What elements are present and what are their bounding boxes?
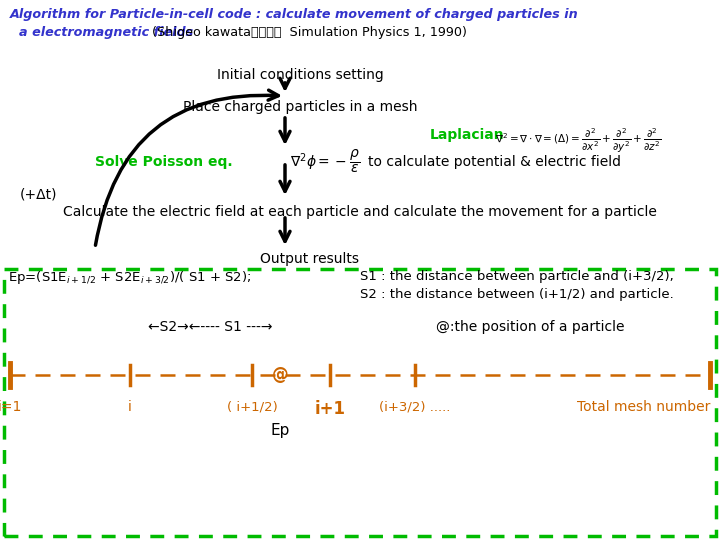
Text: @: @ [271,366,288,384]
Text: Calculate the electric field at each particle and calculate the movement for a p: Calculate the electric field at each par… [63,205,657,219]
Text: Laplacian: Laplacian [430,128,505,142]
Text: a electromagnetic fields: a electromagnetic fields [10,26,193,39]
FancyBboxPatch shape [4,269,716,536]
Text: Ep: Ep [270,423,289,438]
Text: i+1: i+1 [315,400,346,418]
Text: $\nabla^2 = \nabla \cdot \nabla = (\Delta) = \dfrac{\partial^2}{\partial x^2}+\d: $\nabla^2 = \nabla \cdot \nabla = (\Delt… [495,126,662,155]
Text: S1 : the distance between particle and (i+3/2),: S1 : the distance between particle and (… [360,270,674,283]
Text: (Shigeo kawata川田重夫  Simulation Physics 1, 1990): (Shigeo kawata川田重夫 Simulation Physics 1,… [140,26,467,39]
Text: Output results: Output results [261,252,359,266]
Text: Ep=(S1E$_{i+1/2}$ + S2E$_{i+3/2}$)/( S1 + S2);: Ep=(S1E$_{i+1/2}$ + S2E$_{i+3/2}$)/( S1 … [8,270,251,287]
Text: i: i [128,400,132,414]
Text: to calculate potential & electric field: to calculate potential & electric field [368,155,621,169]
Text: (+Δt): (+Δt) [20,188,58,202]
Text: @:the position of a particle: @:the position of a particle [436,320,624,334]
Text: i=1: i=1 [0,400,22,414]
Text: S2 : the distance between (i+1/2) and particle.: S2 : the distance between (i+1/2) and pa… [360,288,674,301]
Text: Place charged particles in a mesh: Place charged particles in a mesh [183,100,418,114]
Text: (i+3/2) .....: (i+3/2) ..... [379,400,451,413]
Text: ( i+1/2): ( i+1/2) [227,400,277,413]
Text: $\nabla^2\phi = -\dfrac{\rho}{\varepsilon}$: $\nabla^2\phi = -\dfrac{\rho}{\varepsilo… [290,148,360,176]
Text: Total mesh number: Total mesh number [577,400,710,414]
Text: ←S2→←---- S1 ---→: ←S2→←---- S1 ---→ [148,320,272,334]
Text: Initial conditions setting: Initial conditions setting [217,68,383,82]
FancyArrowPatch shape [96,90,279,245]
Text: Solve Poisson eq.: Solve Poisson eq. [95,155,233,169]
Text: Algorithm for Particle-in-cell code : calculate movement of charged particles in: Algorithm for Particle-in-cell code : ca… [10,8,579,21]
